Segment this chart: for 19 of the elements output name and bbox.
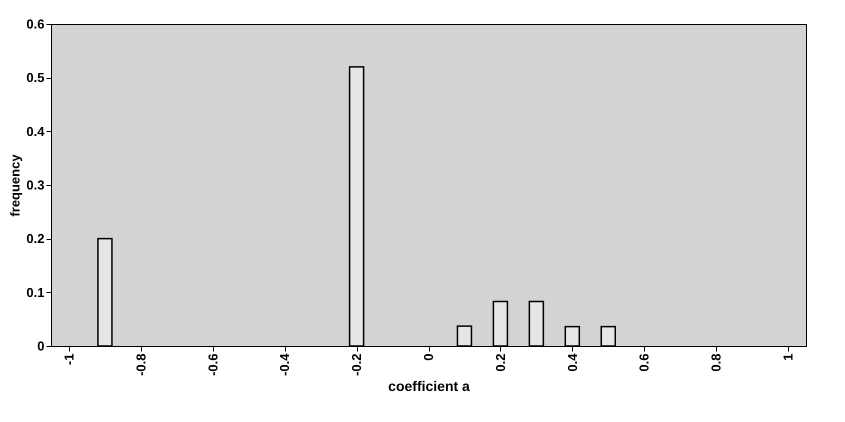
y-axis-title: frequency: [7, 154, 22, 217]
x-tick-label: 0.8: [708, 354, 724, 372]
y-tick-label: 0.6: [26, 16, 44, 32]
x-tick-label: 1: [780, 354, 796, 361]
y-tick-label: 0.5: [26, 70, 44, 86]
x-tick-label: -0.6: [205, 354, 220, 376]
x-tick-label: -0.8: [133, 354, 148, 376]
x-tick-label: -0.4: [277, 352, 292, 376]
x-tick-label: -0.2: [349, 354, 364, 376]
x-tick-label: 0: [421, 354, 436, 361]
x-tick-label: 0.4: [564, 352, 580, 372]
x-tick-label: -1: [61, 354, 76, 366]
y-tick-label: 0.2: [26, 231, 44, 246]
y-tick-label: 0.4: [26, 124, 46, 139]
x-tick-label: 0.2: [492, 354, 508, 372]
x-tick-label: 0.6: [636, 354, 652, 372]
x-axis-title: coefficient a: [388, 378, 470, 394]
y-tick-label: 0.3: [26, 178, 44, 192]
y-tick-label: 0.1: [26, 284, 44, 300]
